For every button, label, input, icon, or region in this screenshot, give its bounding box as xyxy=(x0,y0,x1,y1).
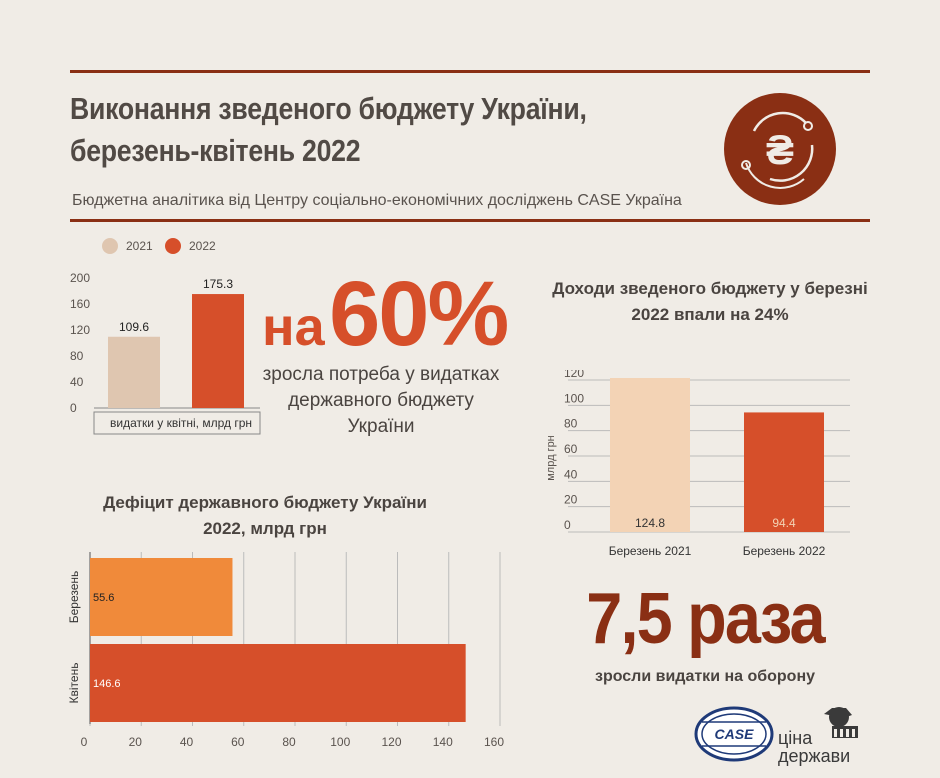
bar-1 xyxy=(744,412,824,532)
y-tick-label: 0 xyxy=(70,401,77,415)
deficit-chart: 0 20 40 60 80 100 120 140 160 55.6 Березень 146.6 Кв… xyxy=(67,552,504,749)
revenues-chart-title: Доходи зведеного бюджету у березні 2022 … xyxy=(552,279,868,324)
bar-value-label: 55.6 xyxy=(93,592,114,604)
case-logo-text: CASE xyxy=(715,726,755,742)
deficit-chart-title: Дефіцит державного бюджету України 2022,… xyxy=(103,493,427,538)
y-tick-label: 120 xyxy=(70,323,90,337)
x-tick-label: 40 xyxy=(180,735,194,749)
x-tick-label: 80 xyxy=(282,735,296,749)
x-label-box xyxy=(93,411,261,435)
x-tick-label: 160 xyxy=(484,735,504,749)
legend-item-2022: 2022 xyxy=(165,238,216,254)
x-tick-label: Березень 2022 xyxy=(743,544,826,558)
legend-label-2021: 2021 xyxy=(126,239,153,253)
y-tick-label: 40 xyxy=(70,375,84,389)
legend-label-2022: 2022 xyxy=(189,239,216,253)
x-axis-label: видатки у квітні, млрд грн xyxy=(110,416,252,430)
headline-caption: зросла потреба у видатках державного бюд… xyxy=(262,364,500,437)
cina-derzhavy-logo-icon: ціна держави xyxy=(778,707,858,766)
headline-na: на xyxy=(262,297,325,357)
bar-value-label: 94.4 xyxy=(772,516,796,530)
legend-swatch-2021 xyxy=(102,238,118,254)
y-tick-label: Квітень xyxy=(67,663,81,704)
y-tick-label: 120 xyxy=(564,370,584,380)
case-logo-icon: CASE xyxy=(694,706,774,762)
bar-2021 xyxy=(108,336,160,408)
y-tick-label: 0 xyxy=(564,518,571,532)
hryvnia-logo-icon: ₴ xyxy=(724,93,836,205)
y-tick-label: 20 xyxy=(564,493,578,507)
bar-Квітень xyxy=(90,644,466,722)
bar-2022 xyxy=(192,294,244,408)
cina-line2: держави xyxy=(778,746,850,766)
cina-line1: ціна xyxy=(778,728,813,748)
bar-value-label: 146.6 xyxy=(93,678,121,690)
title-line-1: Виконання зведеного бюджету України, xyxy=(70,91,587,126)
y-tick-label: Березень xyxy=(67,571,81,624)
bar-value-label: 175.3 xyxy=(203,277,233,291)
legend-swatch-2022 xyxy=(165,238,181,254)
legend-item-2021: 2021 xyxy=(102,238,153,254)
x-tick-label: 20 xyxy=(129,735,143,749)
y-tick-label: 60 xyxy=(564,442,578,456)
defense-caption: зросли видатки на оборону xyxy=(594,668,816,685)
expenditures-chart: 0 40 80 120 160 200 109.6 175.3 видатки у квітні… xyxy=(70,271,261,435)
bar-value-label: 124.8 xyxy=(635,516,665,530)
y-tick-label: 80 xyxy=(564,417,578,431)
x-tick-label: 100 xyxy=(330,735,350,749)
bar-Березень xyxy=(90,558,233,636)
x-tick-label: 60 xyxy=(231,735,245,749)
x-tick-label: 120 xyxy=(381,735,401,749)
y-tick-label: 40 xyxy=(564,467,578,481)
bar-0 xyxy=(610,378,690,532)
headline-percent: на 60% xyxy=(262,262,509,367)
y-tick-label: 160 xyxy=(70,297,90,311)
y-tick-label: 100 xyxy=(564,391,584,405)
bar-value-label: 109.6 xyxy=(119,320,149,334)
defense-multiplier: 7,5 раза xyxy=(586,579,825,659)
page-subtitle: Бюджетна аналітика від Центру соціально-… xyxy=(72,192,682,209)
y-tick-label: 200 xyxy=(70,271,90,285)
top-rule xyxy=(70,70,870,73)
revenues-chart: 0 20 40 60 80 100 120 млрд грн 124.8 Березень 202… xyxy=(545,370,850,558)
title-line-2: березень-квітень 2022 xyxy=(70,133,361,168)
x-tick-label: Березень 2021 xyxy=(609,544,692,558)
x-tick-label: 140 xyxy=(433,735,453,749)
y-tick-label: 80 xyxy=(70,349,84,363)
x-tick-label: 0 xyxy=(81,735,88,749)
page-title: Виконання зведеного бюджету України, бер… xyxy=(70,88,603,172)
y-axis-label: млрд грн xyxy=(545,435,557,481)
header-bottom-rule xyxy=(70,219,870,222)
headline-number: 60% xyxy=(329,263,509,365)
hryvnia-symbol: ₴ xyxy=(766,126,794,173)
